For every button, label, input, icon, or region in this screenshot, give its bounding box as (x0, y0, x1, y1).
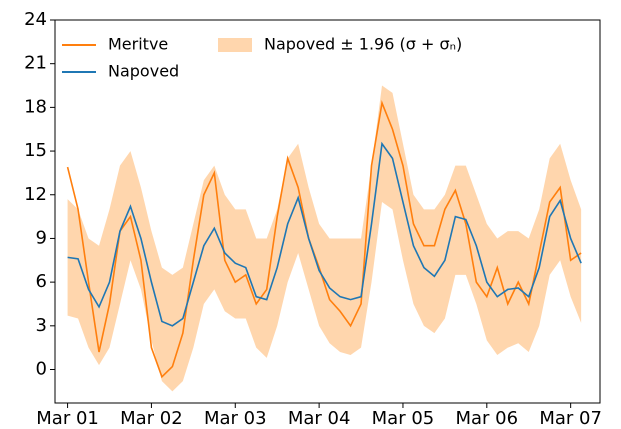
y-tick-label: 24 (24, 9, 47, 30)
y-tick-label: 18 (24, 96, 47, 117)
y-tick-label: 6 (36, 271, 47, 292)
legend-label: Napoved (108, 62, 179, 81)
y-tick-label: 15 (24, 140, 47, 161)
x-tick-label: Mar 06 (456, 408, 519, 429)
y-tick-label: 3 (36, 315, 47, 336)
x-tick-label: Mar 01 (36, 408, 99, 429)
x-tick-label: Mar 05 (372, 408, 435, 429)
y-tick-label: 12 (24, 184, 47, 205)
y-tick-label: 9 (36, 227, 47, 248)
y-tick-label: 0 (36, 359, 47, 380)
x-tick-label: Mar 04 (288, 408, 351, 429)
legend-label: Napoved ± 1.96 (σ + σₙ) (264, 35, 462, 54)
confidence-band (67, 85, 582, 392)
plot-frame (54, 19, 601, 404)
x-tick-label: Mar 07 (539, 408, 602, 429)
legend-label: Meritve (108, 35, 168, 54)
legend-swatch (218, 38, 252, 52)
y-tick-label: 21 (24, 53, 47, 74)
x-tick-label: Mar 03 (204, 408, 267, 429)
x-tick-label: Mar 02 (120, 408, 183, 429)
series-line (66, 100, 582, 379)
series-line (67, 141, 582, 327)
